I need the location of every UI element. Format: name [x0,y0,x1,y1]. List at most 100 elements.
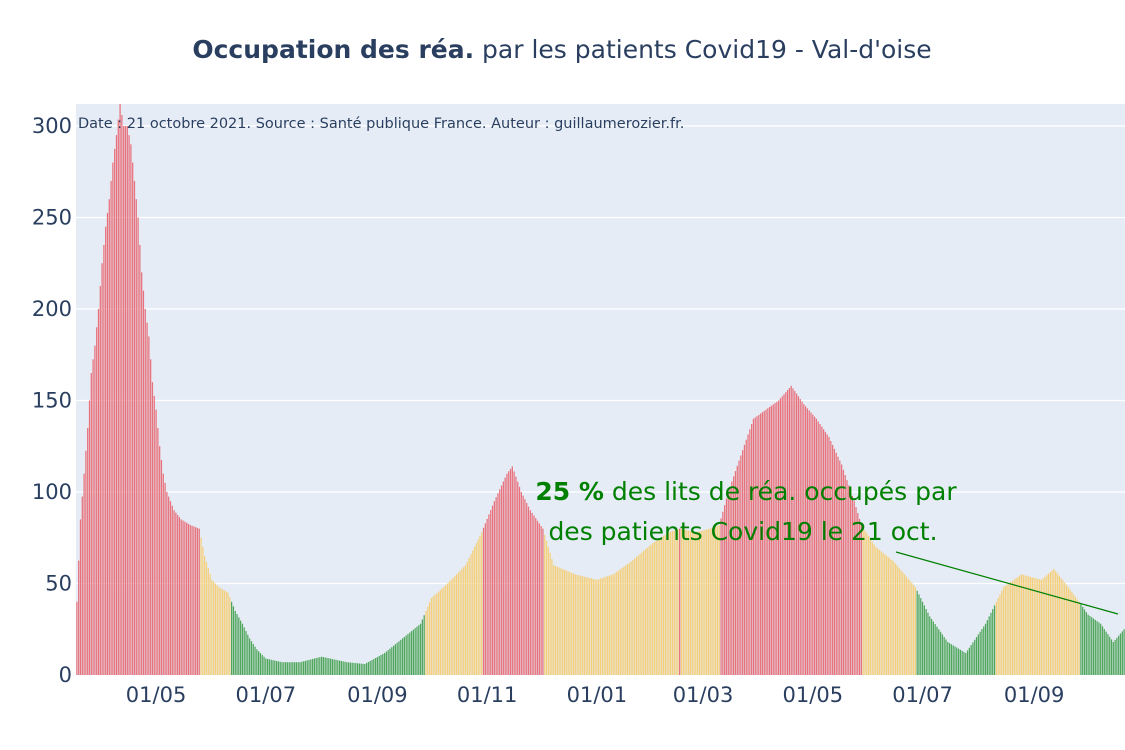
bar [700,530,702,675]
bar [1031,577,1033,675]
bar [114,148,116,675]
bar [643,550,645,675]
bar [175,512,177,675]
bar [1078,601,1080,675]
bar [956,647,958,675]
bar [97,308,100,675]
y-tick-label: 250 [32,205,72,229]
x-tick-label: 01/11 [457,683,518,707]
x-tick-label: 01/07 [892,683,953,707]
bar [891,560,893,675]
bar [1040,579,1042,675]
bar [725,498,728,675]
bar [743,444,746,675]
bar [817,421,819,675]
bar [553,565,555,675]
bar [581,576,584,675]
bar [358,663,361,675]
bar [299,662,301,675]
bar [470,554,472,675]
bar [668,532,670,675]
bar [1002,587,1005,675]
bar [747,434,749,675]
bar [751,424,753,675]
bar [168,496,170,675]
bar [583,576,585,675]
bar [241,623,244,675]
bar [142,290,145,675]
bar [878,549,881,675]
bar [391,647,393,675]
bar [452,578,454,675]
bar [873,544,875,675]
bar [1022,574,1024,675]
bar [659,538,661,675]
bar [866,533,868,675]
bar [283,662,285,675]
bar [664,534,666,675]
bar [421,619,423,675]
bar [533,515,535,675]
bar [1001,590,1003,675]
bar [137,217,139,675]
y-tick-label: 50 [45,571,72,595]
bar [1110,639,1113,675]
bar [621,567,623,675]
x-tick-label: 01/03 [673,683,734,707]
bar [758,414,760,675]
bar [518,486,521,675]
bar [517,481,519,675]
bar [830,441,832,675]
bar [900,570,902,675]
bar [108,199,110,675]
bar [572,573,575,675]
bar [1015,578,1017,675]
bar [1082,606,1084,675]
bar [707,529,710,675]
bar [369,661,371,675]
bar [441,588,443,675]
bar [182,520,184,675]
bar [1085,612,1087,675]
bar [234,610,236,675]
bar [171,505,173,675]
x-tick-label: 01/07 [236,683,297,707]
bar [335,659,337,675]
bar [351,662,353,675]
bar [1100,623,1102,675]
bar [400,639,402,675]
bar [828,437,830,675]
bar [338,660,341,675]
bar [930,618,933,675]
bar [459,570,461,675]
bar [213,581,215,675]
bar [153,395,155,675]
bar [412,629,415,675]
bar [304,660,307,675]
bar [105,226,107,675]
bar [603,577,605,675]
bar [499,489,501,675]
bar [544,534,546,675]
bar [1019,575,1021,675]
bar [488,514,490,675]
bar [608,575,611,675]
bar [119,104,121,675]
bar [258,651,260,675]
bar [1056,573,1059,675]
bar [666,533,668,675]
bar [675,529,677,675]
bar [328,658,330,675]
bar [869,538,872,675]
bar [632,560,634,675]
bar [896,565,899,675]
bar [848,485,850,675]
bar [810,412,812,675]
bar [770,405,773,675]
bar [760,413,762,675]
bar [481,532,483,675]
bar [749,429,751,675]
bar [680,528,683,675]
bar [173,510,175,675]
bar [545,540,548,675]
